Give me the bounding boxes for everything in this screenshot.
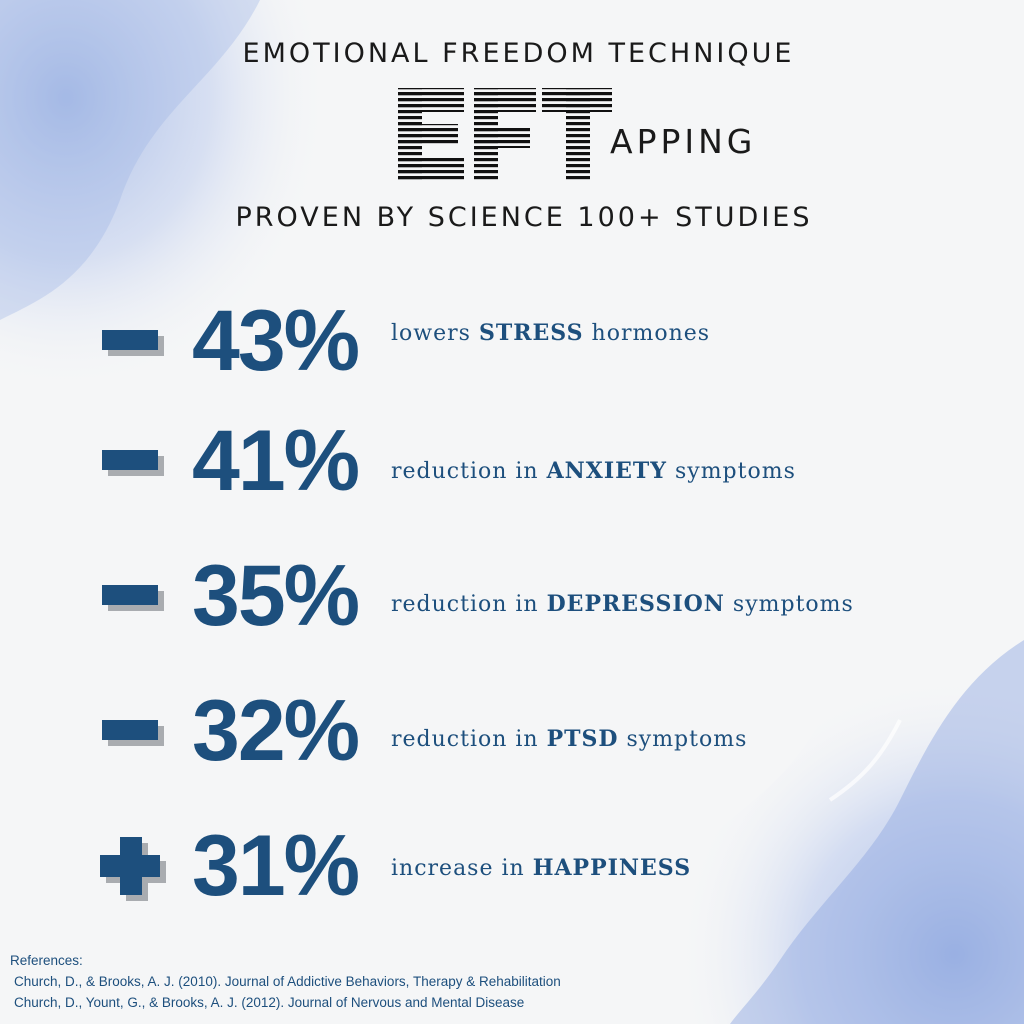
minus-sign-icon xyxy=(102,330,164,356)
minus-sign-icon xyxy=(102,720,164,746)
header-title: EMOTIONAL FREEDOM TECHNIQUE xyxy=(242,38,795,69)
stat-description: reduction in PTSD symptoms xyxy=(391,726,747,752)
header-subtitle: PROVEN BY SCIENCE 100+ STUDIES xyxy=(235,202,813,233)
stat-desc-prefix: reduction in xyxy=(391,459,547,484)
stat-percent: 32% xyxy=(192,683,360,779)
stat-row: 41% reduction in ANXIETY symptoms xyxy=(0,410,1024,520)
reference-item: Church, D., Yount, G., & Brooks, A. J. (… xyxy=(14,995,525,1010)
stat-row: 43% lowers STRESS hormones xyxy=(0,290,1024,400)
reference-item: Church, D., & Brooks, A. J. (2010). Jour… xyxy=(14,974,561,989)
stat-row: 32% reduction in PTSD symptoms xyxy=(0,680,1024,790)
stat-desc-suffix: symptoms xyxy=(724,592,854,617)
logo-tail-text: APPING xyxy=(610,122,757,161)
stat-desc-keyword: PTSD xyxy=(546,726,619,752)
plus-sign-icon xyxy=(100,837,166,901)
stat-desc-prefix: reduction in xyxy=(391,592,547,617)
minus-sign-icon xyxy=(102,450,164,476)
stat-description: reduction in DEPRESSION symptoms xyxy=(391,591,854,617)
stat-description: reduction in ANXIETY symptoms xyxy=(391,458,796,484)
stat-percent: 35% xyxy=(192,548,360,644)
stat-desc-prefix: increase in xyxy=(391,856,533,881)
stat-desc-keyword: HAPPINESS xyxy=(532,855,692,881)
stat-desc-suffix: symptoms xyxy=(666,459,796,484)
stat-description: increase in HAPPINESS xyxy=(391,855,691,881)
stat-row: 31% increase in HAPPINESS xyxy=(0,815,1024,925)
stat-desc-prefix: reduction in xyxy=(391,727,547,752)
stat-row: 35% reduction in DEPRESSION symptoms xyxy=(0,545,1024,655)
minus-sign-icon xyxy=(102,585,164,611)
references-label: References: xyxy=(10,953,83,968)
eft-logo: APPING xyxy=(396,86,776,186)
eft-striped-letters xyxy=(398,88,612,182)
stat-description: lowers STRESS hormones xyxy=(391,320,710,346)
stat-desc-keyword: ANXIETY xyxy=(546,458,667,484)
references: References: Church, D., & Brooks, A. J. … xyxy=(10,950,650,1013)
stat-percent: 43% xyxy=(192,293,360,389)
stat-desc-keyword: STRESS xyxy=(478,320,584,346)
stat-desc-prefix: lowers xyxy=(391,321,479,346)
stat-desc-keyword: DEPRESSION xyxy=(546,591,725,617)
stat-desc-suffix: symptoms xyxy=(618,727,748,752)
stat-percent: 41% xyxy=(192,413,360,509)
stat-percent: 31% xyxy=(192,818,360,914)
stat-desc-suffix: hormones xyxy=(583,321,711,346)
